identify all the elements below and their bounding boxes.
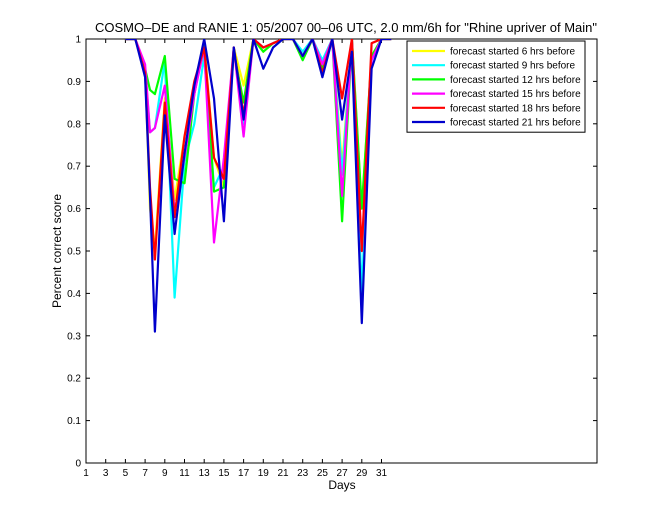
y-tick-label: 0.9 (67, 77, 81, 88)
series-line-4 (125, 39, 392, 253)
legend-label-5: forecast started 18 hrs before (450, 103, 581, 114)
series-line-2 (125, 39, 392, 299)
x-tick-label: 3 (103, 468, 109, 479)
x-tick-label: 31 (376, 468, 388, 479)
legend-box (406, 40, 586, 133)
x-tick-label: 29 (356, 468, 368, 479)
y-tick-label: 0.2 (67, 374, 81, 385)
series-line-5 (125, 39, 392, 261)
y-tick-label: 0.3 (67, 331, 81, 342)
x-tick-label: 15 (218, 468, 230, 479)
series-lines (125, 39, 392, 333)
x-tick-label: 19 (258, 468, 270, 479)
x-tick-label: 25 (317, 468, 329, 479)
x-tick-label: 13 (199, 468, 211, 479)
legend: forecast started 6 hrs before forecast st… (406, 40, 586, 133)
x-tick-label: 21 (277, 468, 289, 479)
legend-label-1: forecast started 6 hrs before (450, 47, 576, 58)
y-tick-label: 0.7 (67, 162, 81, 173)
x-tick-label: 17 (238, 468, 250, 479)
y-tick-label: 0 (75, 459, 81, 470)
y-tick-label: 0.6 (67, 204, 81, 215)
x-tick-label: 11 (179, 468, 190, 479)
x-tick-label: 1 (83, 468, 89, 479)
x-tick-label: 9 (162, 468, 168, 479)
y-tick-label: 0.1 (67, 416, 81, 427)
y-axis-label: Percent correct score (50, 194, 64, 308)
x-tick-label: 7 (142, 468, 148, 479)
x-tick-label: 27 (337, 468, 349, 479)
series-line-6 (125, 39, 392, 333)
x-tick-label: 23 (297, 468, 309, 479)
chart-title: COSMO–DE and RANIE 1: 05/2007 00–06 UTC,… (95, 20, 597, 35)
legend-label-4: forecast started 15 hrs before (450, 89, 581, 100)
y-tick-label: 0.8 (67, 119, 81, 130)
legend-label-3: forecast started 12 hrs before (450, 75, 581, 86)
x-tick-label: 5 (123, 468, 129, 479)
plot-area: 1 3 5 7 9 11 13 15 17 19 21 23 25 27 29 3100.10.20.30.4… (67, 35, 598, 479)
y-tick-label: 0.5 (67, 247, 81, 258)
y-tick-label: 1 (75, 35, 81, 46)
x-axis-label: Days (328, 478, 355, 492)
y-tick-label: 0.4 (67, 289, 81, 300)
legend-label-2: forecast started 9 hrs before (450, 61, 576, 72)
legend-label-6: forecast started 21 hrs before (450, 118, 581, 129)
